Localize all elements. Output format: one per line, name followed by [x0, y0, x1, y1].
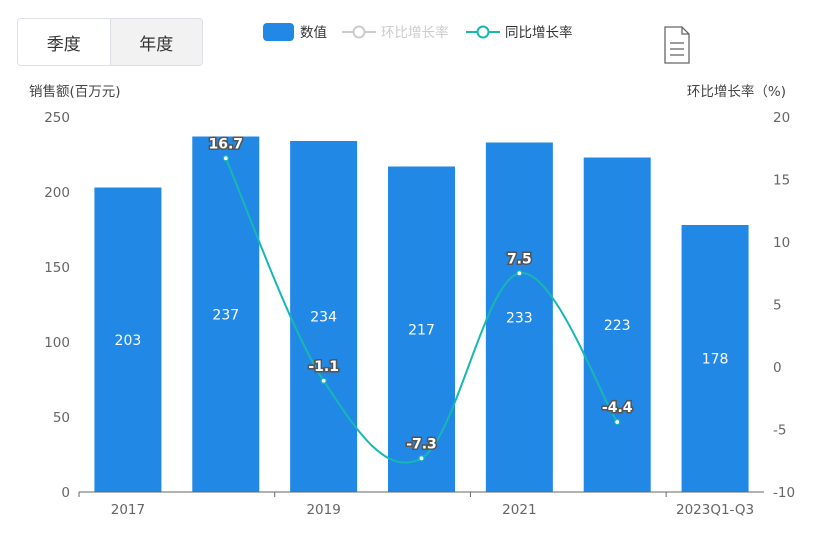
line-point-label: -4.4 [602, 400, 633, 416]
bar[interactable] [192, 136, 260, 493]
y-right-tick-label: 5 [773, 298, 782, 314]
y-left-tick-label: 50 [53, 410, 70, 426]
line-point[interactable] [222, 155, 229, 162]
line-point[interactable] [614, 418, 621, 426]
bar-value-label: 237 [212, 307, 239, 323]
bar[interactable] [681, 225, 749, 492]
legend: 数值 环比增长率 同比增长率 [263, 23, 573, 41]
line-point-label: 16.7 [209, 136, 244, 152]
bar-value-label: 223 [604, 318, 631, 334]
y-axis-left: 0 50 100 150 200 250 [44, 110, 70, 501]
tab-quarterly[interactable]: 季度 [18, 19, 110, 65]
legend-value-swatch [263, 23, 294, 41]
y-axis-right-title: 环比增长率（%) [687, 83, 786, 100]
y-left-tick-label: 100 [44, 335, 70, 351]
bar-value-label: 233 [506, 310, 533, 326]
legend-value-label: 数值 [300, 25, 327, 41]
line-point[interactable] [516, 270, 523, 277]
document-icon[interactable] [664, 26, 690, 64]
x-axis: 2017 2019 2021 2023Q1-Q3 [78, 491, 764, 518]
y-right-tick-label: 0 [773, 360, 782, 376]
legend-yoy-marker [476, 25, 490, 39]
bar[interactable] [290, 141, 358, 492]
tab-annual[interactable]: 年度 [109, 19, 202, 65]
y-left-tick-label: 0 [61, 485, 70, 501]
legend-mom-marker [352, 25, 366, 39]
line-series: 16.7 -1.1 -7.3 7.5 -4.4 [207, 135, 634, 464]
y-left-tick-label: 150 [44, 260, 70, 276]
line-point-label: -1.1 [308, 359, 339, 375]
y-axis-left-title: 销售额(百万元) [29, 84, 121, 100]
bar[interactable] [388, 166, 455, 493]
period-toggle: 季度 年度 [17, 18, 203, 66]
y-left-tick-label: 250 [44, 110, 70, 126]
legend-item-mom[interactable]: 环比增长率 [342, 24, 449, 41]
bar-value-label: 217 [408, 322, 435, 338]
x-tick-label: 2019 [306, 502, 340, 518]
legend-yoy-label: 同比增长率 [505, 24, 573, 41]
y-right-tick-label: -10 [773, 485, 795, 501]
bar-value-label: 203 [115, 333, 142, 349]
y-right-tick-label: -5 [773, 423, 786, 439]
bar[interactable] [485, 142, 553, 493]
y-right-tick-label: 20 [773, 110, 790, 126]
bar-value-label: 178 [702, 352, 729, 368]
x-tick-label: 2021 [502, 502, 536, 518]
legend-item-yoy[interactable]: 同比增长率 [466, 24, 573, 41]
line-point-label: -7.3 [406, 436, 437, 452]
bar-value-label: 234 [310, 310, 337, 326]
x-tick-label: 2023Q1-Q3 [676, 502, 754, 518]
legend-mom-label: 环比增长率 [381, 24, 449, 41]
line-point[interactable] [418, 455, 425, 462]
bar-series: 203 237 234 217 233 223 178 [94, 136, 749, 493]
bar[interactable] [583, 157, 651, 493]
legend-item-value[interactable]: 数值 [263, 23, 327, 41]
bar[interactable] [94, 187, 162, 493]
line-point[interactable] [320, 377, 327, 384]
line-point-label: 7.5 [507, 251, 532, 267]
y-axis-right: -10 -5 0 5 10 15 20 [773, 110, 795, 501]
y-left-tick-label: 200 [44, 185, 70, 201]
x-tick-label: 2017 [111, 502, 145, 518]
y-right-tick-label: 15 [773, 173, 790, 189]
y-right-tick-label: 10 [773, 235, 790, 251]
